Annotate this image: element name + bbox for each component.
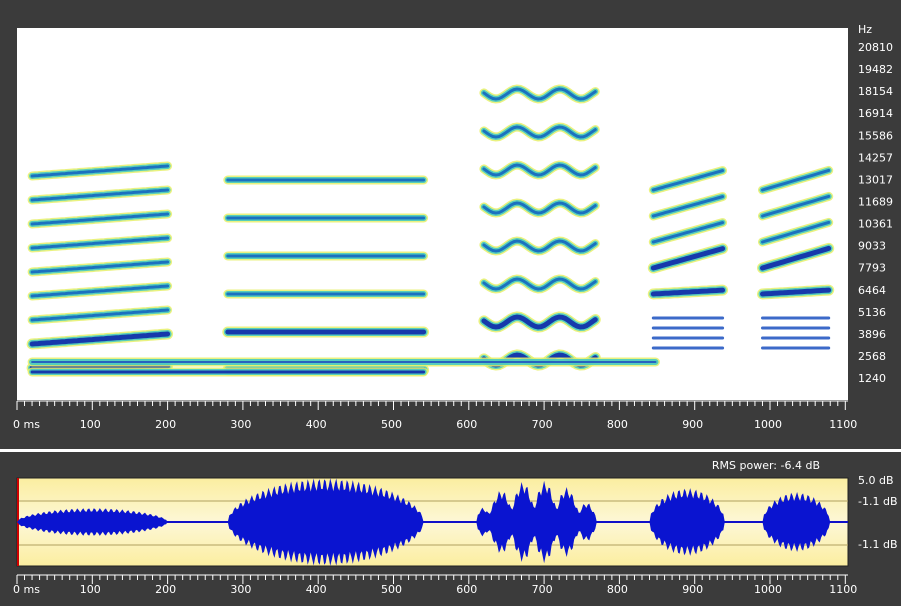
time-label: 100 [80, 418, 101, 431]
frequency-label: 20810 [858, 41, 893, 54]
time-label: 300 [230, 583, 251, 596]
divider [0, 449, 901, 452]
frequency-label: 9033 [858, 240, 886, 253]
time-label: 200 [155, 418, 176, 431]
frequency-label: 1240 [858, 372, 886, 385]
level-label: 5.0 dB [858, 474, 894, 487]
time-label: 0 ms [13, 583, 40, 596]
frequency-label: 13017 [858, 173, 893, 186]
frequency-label: 7793 [858, 262, 886, 275]
time-label: 800 [607, 418, 628, 431]
time-label: 400 [306, 583, 327, 596]
time-label: 1100 [829, 583, 857, 596]
time-label: 1100 [829, 418, 857, 431]
frequency-label: 11689 [858, 195, 893, 208]
frequency-label: 16914 [858, 107, 893, 120]
time-label: 0 ms [13, 418, 40, 431]
rms-label: RMS power: -6.4 dB [712, 459, 820, 472]
frequency-label: 15586 [858, 129, 893, 142]
time-label: 1000 [754, 583, 782, 596]
time-label: 700 [532, 418, 553, 431]
time-label: 500 [381, 583, 402, 596]
time-label: 900 [682, 583, 703, 596]
time-label: 1000 [754, 418, 782, 431]
frequency-label: 18154 [858, 85, 893, 98]
level-label: -1.1 dB [858, 495, 898, 508]
spectrogram-window: Hz RMS power: -6.4 dB 20810 19482 18154 169… [0, 0, 901, 606]
time-label: 900 [682, 418, 703, 431]
time-label: 600 [456, 418, 477, 431]
time-label: 200 [155, 583, 176, 596]
time-label: 400 [306, 418, 327, 431]
frequency-label: 10361 [858, 218, 893, 231]
time-label: 700 [532, 583, 553, 596]
display: Hz RMS power: -6.4 dB 20810 19482 18154 169… [0, 0, 901, 606]
time-label: 300 [230, 418, 251, 431]
time-label: 500 [381, 418, 402, 431]
frequency-label: 14257 [858, 151, 893, 164]
frequency-unit: Hz [858, 23, 872, 36]
frequency-label: 2568 [858, 350, 886, 363]
level-label: -1.1 dB [858, 538, 898, 551]
frequency-label: 3896 [858, 328, 886, 341]
time-label: 600 [456, 583, 477, 596]
frequency-label: 6464 [858, 284, 886, 297]
frequency-label: 5136 [858, 306, 886, 319]
time-label: 100 [80, 583, 101, 596]
frequency-label: 19482 [858, 63, 893, 76]
time-label: 800 [607, 583, 628, 596]
